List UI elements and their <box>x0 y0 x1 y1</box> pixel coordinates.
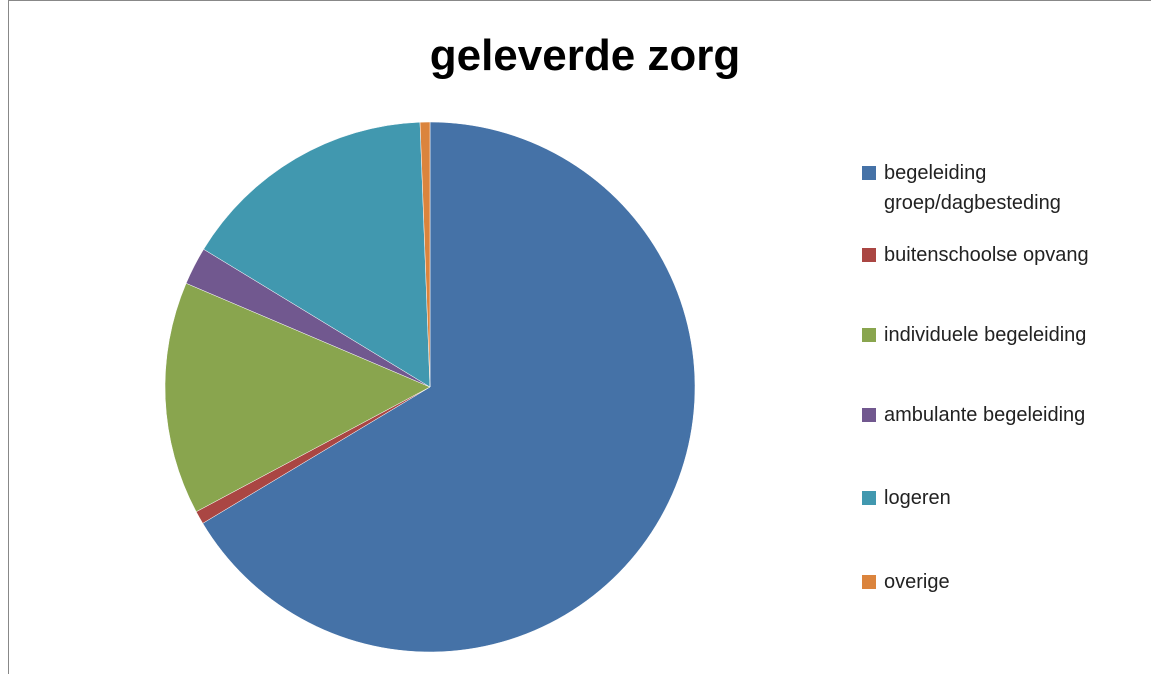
legend-item: begeleiding groep/dagbesteding <box>862 158 1124 218</box>
legend-item: logeren <box>862 483 1124 513</box>
legend-label: buitenschoolse opvang <box>884 244 1089 266</box>
pie-slice <box>202 121 696 653</box>
pie-slice <box>419 121 431 388</box>
legend-label: ambulante begeleiding <box>884 404 1086 426</box>
pie-slice <box>164 282 431 513</box>
legend-swatch <box>862 575 876 589</box>
legend-swatch <box>862 408 876 422</box>
legend-item: ambulante begeleiding <box>862 400 1124 430</box>
legend-item: overige <box>862 567 1124 597</box>
chart-title: geleverde zorg <box>430 31 741 80</box>
legend-label: begeleiding groep/dagbesteding <box>884 162 1061 214</box>
legend-item: individuele begeleiding <box>862 320 1124 350</box>
legend-label: logeren <box>884 487 951 509</box>
legend-label: individuele begeleiding <box>884 324 1087 346</box>
legend-swatch <box>862 328 876 342</box>
legend-swatch <box>862 166 876 180</box>
legend-label: overige <box>884 571 950 593</box>
legend: begeleiding groep/dagbesteding buitenscho… <box>862 158 1124 597</box>
pie-slice <box>203 121 431 388</box>
legend-swatch <box>862 248 876 262</box>
legend-item: buitenschoolse opvang <box>862 240 1124 270</box>
legend-swatch <box>862 491 876 505</box>
